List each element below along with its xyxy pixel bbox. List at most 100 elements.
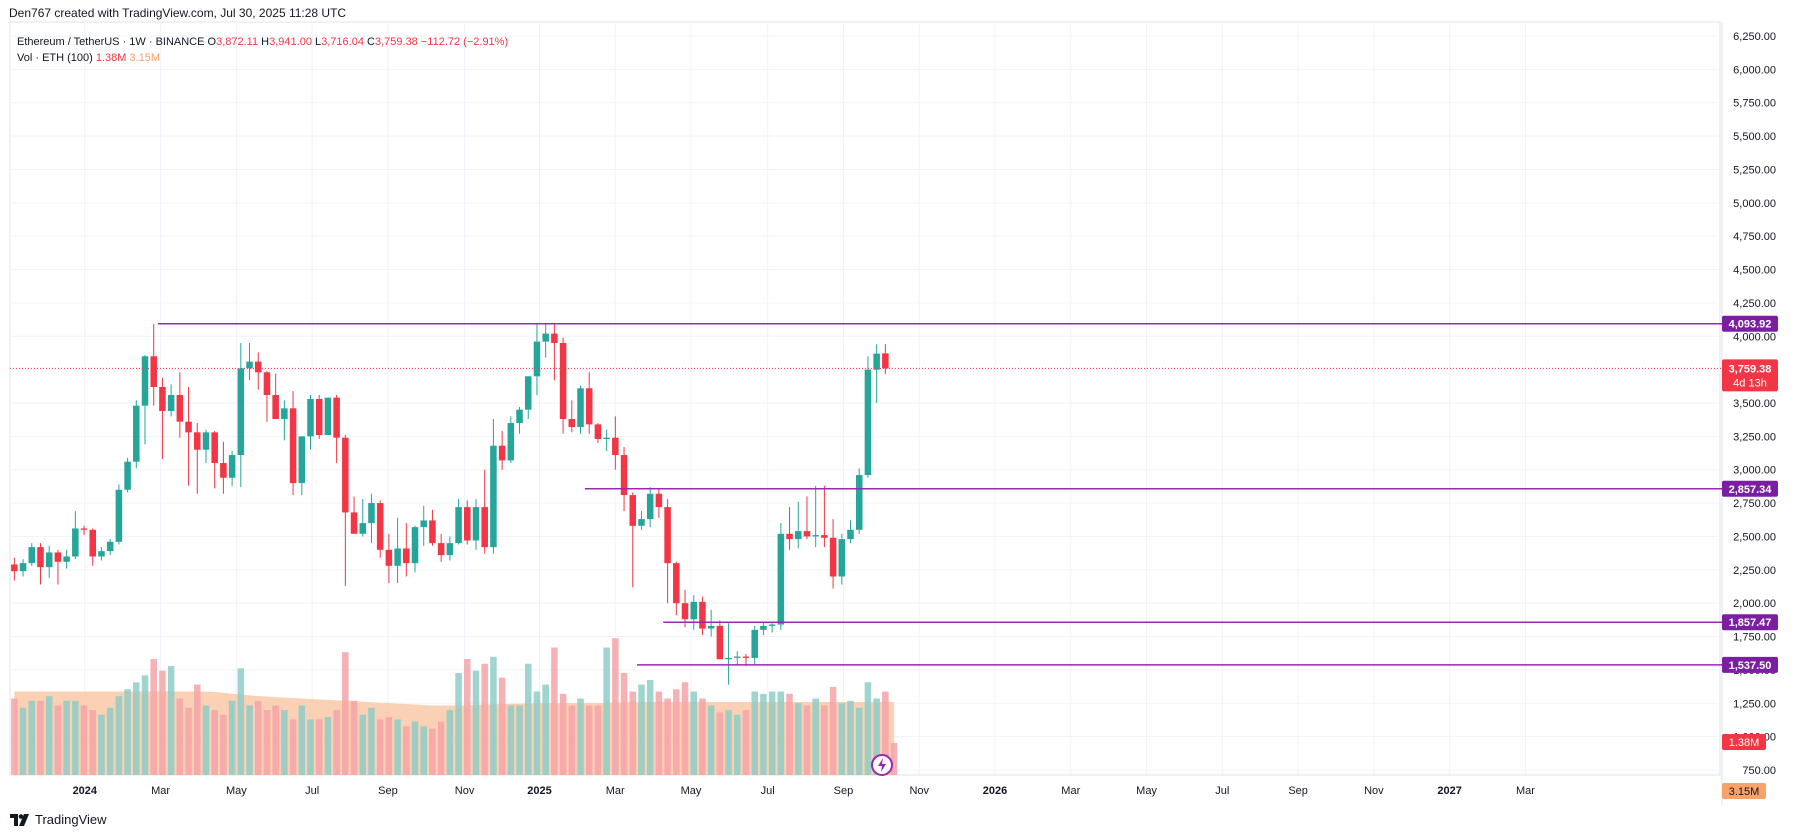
candle-body[interactable] bbox=[72, 528, 79, 557]
candle-body[interactable] bbox=[734, 656, 741, 658]
candle-body[interactable] bbox=[281, 408, 288, 420]
candle-body[interactable] bbox=[420, 520, 427, 528]
candle-body[interactable] bbox=[298, 436, 306, 484]
candle-body[interactable] bbox=[838, 539, 846, 577]
candle-body[interactable] bbox=[11, 564, 18, 572]
candle-body[interactable] bbox=[176, 394, 184, 422]
candle-body[interactable] bbox=[673, 563, 680, 604]
candle-body[interactable] bbox=[403, 548, 410, 564]
candle-body[interactable] bbox=[89, 529, 97, 557]
candle-body[interactable] bbox=[551, 333, 558, 343]
candle-body[interactable] bbox=[315, 398, 323, 436]
candle-body[interactable] bbox=[821, 535, 828, 538]
candle-body[interactable] bbox=[80, 528, 88, 530]
candle-body[interactable] bbox=[263, 372, 271, 395]
candle-body[interactable] bbox=[368, 503, 375, 524]
candle-body[interactable] bbox=[812, 535, 819, 537]
candle-body[interactable] bbox=[620, 455, 628, 496]
volume-indicator-name[interactable]: Vol · ETH (100) bbox=[17, 52, 93, 64]
candle-body[interactable] bbox=[681, 603, 689, 620]
candle-body[interactable] bbox=[150, 356, 157, 387]
alert-icon[interactable] bbox=[870, 753, 894, 777]
candle-body[interactable] bbox=[324, 397, 332, 436]
candle-body[interactable] bbox=[472, 507, 480, 541]
candle-body[interactable] bbox=[829, 537, 837, 577]
candle-body[interactable] bbox=[350, 512, 358, 534]
candle-body[interactable] bbox=[464, 507, 471, 541]
candle-body[interactable] bbox=[629, 495, 637, 526]
candle-body[interactable] bbox=[585, 388, 593, 425]
candle-body[interactable] bbox=[725, 657, 732, 660]
candle-body[interactable] bbox=[141, 356, 149, 406]
candle-body[interactable] bbox=[394, 548, 401, 566]
candle-body[interactable] bbox=[490, 445, 497, 548]
candle-body[interactable] bbox=[342, 437, 349, 513]
candle-body[interactable] bbox=[664, 507, 671, 564]
candle-body[interactable] bbox=[507, 423, 515, 461]
candle-body[interactable] bbox=[655, 493, 663, 508]
candle-body[interactable] bbox=[54, 552, 62, 562]
candle-body[interactable] bbox=[742, 656, 750, 658]
candle-body[interactable] bbox=[19, 563, 27, 572]
candle-body[interactable] bbox=[542, 333, 549, 342]
candle-body[interactable] bbox=[185, 421, 192, 433]
candle-body[interactable] bbox=[63, 556, 70, 562]
symbol-name[interactable]: Ethereum / TetherUS · 1W · BINANCE bbox=[17, 36, 205, 48]
candle-body[interactable] bbox=[568, 419, 576, 428]
candle-body[interactable] bbox=[646, 493, 654, 520]
candle-body[interactable] bbox=[115, 489, 123, 542]
tradingview-brand[interactable]: TradingView bbox=[10, 812, 107, 827]
candle-body[interactable] bbox=[193, 432, 201, 450]
candle-body[interactable] bbox=[594, 424, 602, 440]
candle-body[interactable] bbox=[228, 455, 236, 478]
candle-body[interactable] bbox=[272, 394, 279, 420]
candle-body[interactable] bbox=[220, 463, 227, 478]
candle-body[interactable] bbox=[794, 531, 802, 540]
candle-body[interactable] bbox=[760, 625, 767, 630]
candle-body[interactable] bbox=[411, 527, 419, 564]
candle-body[interactable] bbox=[37, 547, 44, 568]
candle-body[interactable] bbox=[133, 405, 140, 462]
candle-body[interactable] bbox=[289, 408, 297, 484]
candle-body[interactable] bbox=[254, 361, 262, 373]
candle-body[interactable] bbox=[803, 531, 811, 537]
candle-body[interactable] bbox=[124, 461, 131, 490]
candle-body[interactable] bbox=[707, 625, 715, 629]
candle-body[interactable] bbox=[202, 432, 210, 450]
candle-body[interactable] bbox=[359, 523, 367, 534]
candle-body[interactable] bbox=[455, 507, 462, 544]
candle-body[interactable] bbox=[577, 388, 584, 428]
candle-body[interactable] bbox=[638, 519, 645, 526]
candle-body[interactable] bbox=[559, 342, 567, 420]
candle-body[interactable] bbox=[159, 386, 166, 412]
candle-body[interactable] bbox=[28, 547, 36, 564]
candle-body[interactable] bbox=[777, 533, 785, 625]
candle-body[interactable] bbox=[237, 368, 245, 456]
candle-body[interactable] bbox=[873, 353, 880, 370]
candle-body[interactable] bbox=[855, 475, 863, 530]
candle-body[interactable] bbox=[385, 549, 393, 566]
price-chart[interactable]: 750.001,000.001,250.001,500.001,750.002,… bbox=[0, 0, 1794, 805]
candle-body[interactable] bbox=[864, 369, 872, 476]
candle-body[interactable] bbox=[167, 394, 175, 412]
candle-body[interactable] bbox=[376, 503, 384, 550]
candle-body[interactable] bbox=[98, 551, 105, 557]
candle-body[interactable] bbox=[429, 520, 436, 544]
candle-body[interactable] bbox=[437, 543, 445, 556]
candle-body[interactable] bbox=[446, 543, 454, 556]
candle-body[interactable] bbox=[333, 397, 340, 438]
candle-body[interactable] bbox=[246, 361, 253, 369]
candle-body[interactable] bbox=[786, 533, 793, 540]
candle-body[interactable] bbox=[751, 629, 758, 658]
candle-body[interactable] bbox=[612, 437, 619, 456]
candle-body[interactable] bbox=[498, 445, 506, 461]
candle-body[interactable] bbox=[211, 432, 218, 464]
candle-body[interactable] bbox=[882, 353, 889, 369]
candle-body[interactable] bbox=[690, 601, 698, 620]
candle-body[interactable] bbox=[106, 541, 114, 552]
candle-body[interactable] bbox=[516, 409, 523, 424]
candle-body[interactable] bbox=[45, 552, 53, 568]
candle-body[interactable] bbox=[699, 601, 706, 629]
candle-body[interactable] bbox=[847, 529, 854, 540]
candle-body[interactable] bbox=[768, 624, 776, 626]
